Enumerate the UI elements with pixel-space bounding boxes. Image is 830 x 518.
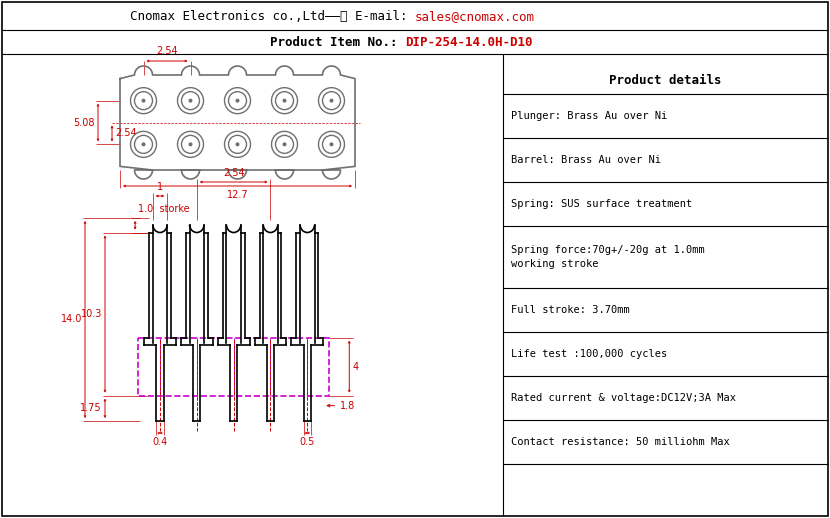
Bar <box>138 338 330 396</box>
Circle shape <box>178 88 203 113</box>
Circle shape <box>323 92 340 110</box>
Text: Spring force:70g+/-20g at 1.0mm: Spring force:70g+/-20g at 1.0mm <box>511 245 705 255</box>
Text: 10.3: 10.3 <box>81 309 102 319</box>
Circle shape <box>182 92 199 110</box>
Circle shape <box>134 92 153 110</box>
Text: 1: 1 <box>157 182 163 192</box>
Text: sales@cnomax.com: sales@cnomax.com <box>415 10 535 23</box>
Text: Barrel: Brass Au over Ni: Barrel: Brass Au over Ni <box>511 155 661 165</box>
Circle shape <box>188 142 193 147</box>
Text: Cnomax Electronics co.,Ltd——（ E-mail:: Cnomax Electronics co.,Ltd——（ E-mail: <box>130 10 415 23</box>
Text: working stroke: working stroke <box>511 259 598 269</box>
Text: Product Item No.:: Product Item No.: <box>270 36 405 49</box>
Circle shape <box>323 135 340 153</box>
Text: Plunger: Brass Au over Ni: Plunger: Brass Au over Ni <box>511 111 667 121</box>
Circle shape <box>178 132 203 157</box>
Circle shape <box>271 88 297 113</box>
Text: 0.5: 0.5 <box>300 437 315 447</box>
Circle shape <box>224 88 251 113</box>
Circle shape <box>236 142 240 147</box>
Text: Full stroke: 3.70mm: Full stroke: 3.70mm <box>511 305 630 315</box>
Text: 1.8: 1.8 <box>340 400 355 411</box>
Circle shape <box>319 132 344 157</box>
Text: Rated current & voltage:DC12V;3A Max: Rated current & voltage:DC12V;3A Max <box>511 393 736 403</box>
Text: 2.54: 2.54 <box>156 46 178 56</box>
Text: 5.08: 5.08 <box>74 118 95 127</box>
Circle shape <box>141 142 145 147</box>
Circle shape <box>330 98 334 103</box>
Text: 14.0: 14.0 <box>61 314 82 324</box>
Circle shape <box>282 142 286 147</box>
Text: Contact resistance: 50 milliohm Max: Contact resistance: 50 milliohm Max <box>511 437 730 447</box>
Circle shape <box>236 98 240 103</box>
Circle shape <box>330 142 334 147</box>
Text: 2.54: 2.54 <box>115 128 137 138</box>
Text: 12.7: 12.7 <box>227 190 248 200</box>
Circle shape <box>276 135 294 153</box>
Text: 2.54: 2.54 <box>222 168 245 178</box>
Circle shape <box>276 92 294 110</box>
Text: 0.4: 0.4 <box>153 437 168 447</box>
Circle shape <box>130 88 157 113</box>
Circle shape <box>134 135 153 153</box>
Circle shape <box>182 135 199 153</box>
Circle shape <box>224 132 251 157</box>
Circle shape <box>141 98 145 103</box>
Text: Product details: Product details <box>608 74 721 87</box>
Text: DIP-254-14.0H-D10: DIP-254-14.0H-D10 <box>405 36 533 49</box>
Text: 4: 4 <box>352 362 359 371</box>
Text: Life test :100,000 cycles: Life test :100,000 cycles <box>511 349 667 359</box>
Circle shape <box>228 135 247 153</box>
Text: Spring: SUS surface treatment: Spring: SUS surface treatment <box>511 199 692 209</box>
Circle shape <box>228 92 247 110</box>
Text: 1.0  storke: 1.0 storke <box>138 204 190 214</box>
Text: 1.75: 1.75 <box>81 404 102 413</box>
Circle shape <box>188 98 193 103</box>
Circle shape <box>271 132 297 157</box>
Circle shape <box>282 98 286 103</box>
Polygon shape <box>120 66 355 179</box>
Circle shape <box>130 132 157 157</box>
Circle shape <box>319 88 344 113</box>
